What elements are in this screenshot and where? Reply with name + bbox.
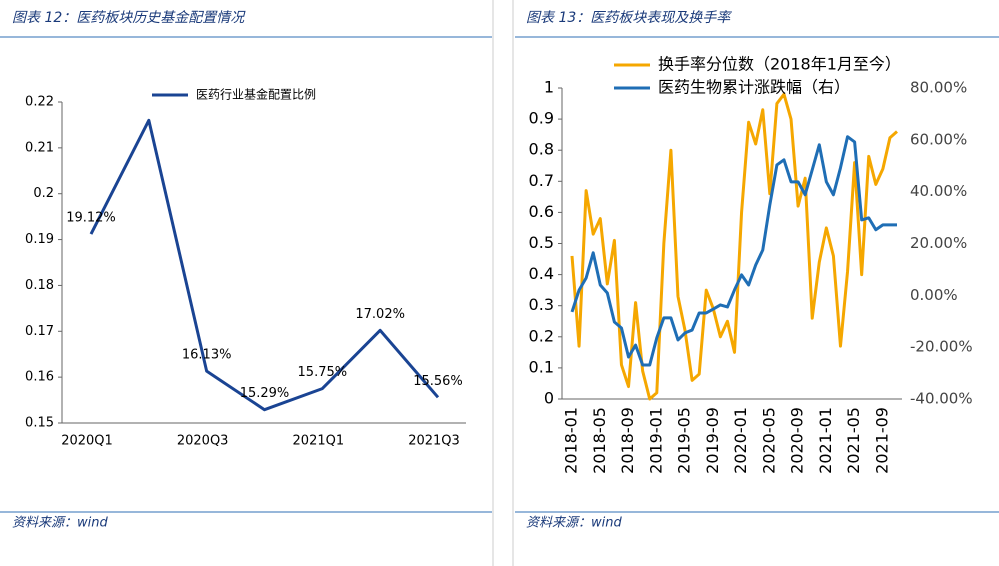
y2-tick-label: 0.00% bbox=[910, 286, 958, 304]
y-tick-label: 0.7 bbox=[529, 171, 554, 190]
x-tick-label: 2018-01 bbox=[562, 407, 581, 474]
x-tick-label: 2020-05 bbox=[759, 407, 778, 474]
y2-tick-label: -40.00% bbox=[910, 390, 973, 408]
data-label: 15.75% bbox=[298, 365, 348, 380]
series-line bbox=[570, 135, 897, 367]
data-label: 15.56% bbox=[413, 374, 463, 389]
y-tick-label: 0.18 bbox=[25, 278, 54, 293]
y-tick-label: 0.21 bbox=[25, 140, 54, 155]
legend-label: 医药生物累计涨跌幅（右） bbox=[658, 78, 850, 97]
legend-label: 换手率分位数（2018年1月至今） bbox=[658, 55, 901, 74]
x-tick-label: 2020Q1 bbox=[61, 434, 113, 449]
legend-label: 医药行业基金配置比例 bbox=[196, 87, 316, 102]
y-tick-label: 0.5 bbox=[529, 233, 554, 252]
y-tick-label: 0.22 bbox=[25, 95, 54, 110]
y-tick-label: 0.1 bbox=[529, 357, 554, 376]
y-tick-label: 0 bbox=[544, 389, 554, 408]
source: 资料来源：wind bbox=[12, 516, 108, 531]
x-tick-label: 2020Q3 bbox=[177, 434, 229, 449]
x-tick-label: 2021-09 bbox=[872, 407, 891, 474]
y2-tick-label: 80.00% bbox=[910, 79, 967, 97]
y-tick-label: 0.2 bbox=[33, 186, 54, 201]
y-tick-label: 0.4 bbox=[529, 264, 554, 283]
x-tick-label: 2021Q1 bbox=[293, 434, 345, 449]
y-tick-label: 0.6 bbox=[529, 202, 554, 221]
source: 资料来源：wind bbox=[526, 516, 622, 531]
y-tick-label: 0.9 bbox=[529, 109, 554, 128]
y-tick-label: 0.19 bbox=[25, 232, 54, 247]
y-tick-label: 0.15 bbox=[25, 416, 54, 431]
y-tick-label: 0.3 bbox=[529, 295, 554, 314]
y2-tick-label: 40.00% bbox=[910, 182, 967, 200]
x-tick-label: 2021Q3 bbox=[408, 434, 460, 449]
data-label: 17.02% bbox=[355, 307, 405, 322]
panel-title: 图表 13：医药板块表现及换手率 bbox=[526, 10, 732, 26]
y-tick-label: 0.8 bbox=[529, 140, 554, 159]
data-label: 19.12% bbox=[66, 211, 116, 226]
x-tick-label: 2020-01 bbox=[731, 407, 750, 474]
x-tick-label: 2020-09 bbox=[788, 407, 807, 474]
y2-tick-label: 20.00% bbox=[910, 234, 967, 252]
y2-tick-label: -20.00% bbox=[910, 338, 973, 356]
x-tick-label: 2021-05 bbox=[844, 407, 863, 474]
x-tick-label: 2019-01 bbox=[646, 407, 665, 474]
panel-title: 图表 12：医药板块历史基金配置情况 bbox=[12, 10, 246, 26]
x-tick-label: 2021-01 bbox=[816, 407, 835, 474]
y2-tick-label: 60.00% bbox=[910, 130, 967, 148]
y-tick-label: 0.2 bbox=[529, 326, 554, 345]
x-tick-label: 2018-05 bbox=[590, 407, 609, 474]
y-tick-label: 0.16 bbox=[25, 370, 54, 385]
data-label: 15.29% bbox=[240, 386, 290, 401]
data-label: 16.13% bbox=[182, 348, 232, 363]
y-tick-label: 0.17 bbox=[25, 324, 54, 339]
x-tick-label: 2019-05 bbox=[675, 407, 694, 474]
x-tick-label: 2019-09 bbox=[703, 407, 722, 474]
x-tick-label: 2018-09 bbox=[618, 407, 637, 474]
series-line bbox=[570, 92, 898, 401]
series-line bbox=[89, 118, 440, 412]
y-tick-label: 1 bbox=[544, 78, 554, 97]
